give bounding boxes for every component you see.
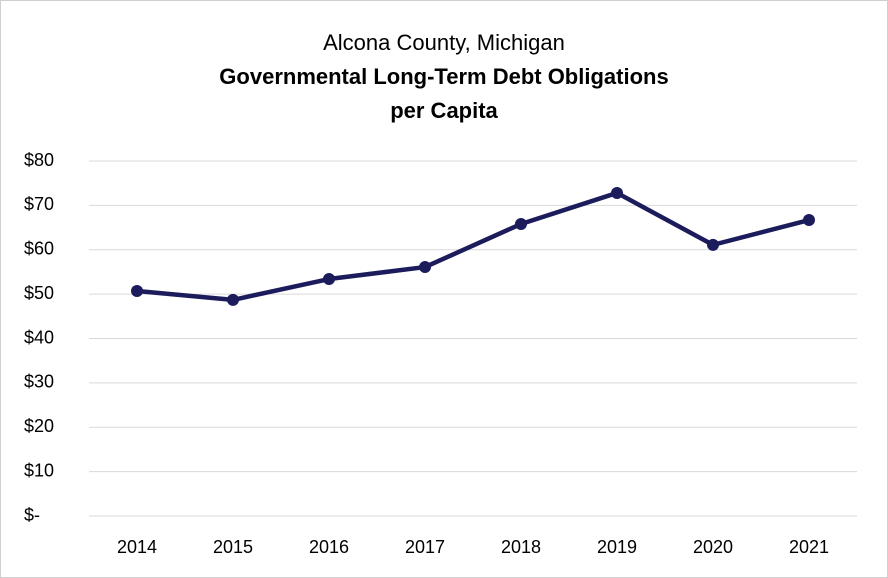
y-tick-label: $60 (24, 239, 54, 259)
marker (803, 214, 815, 227)
chart-title: per Capita (390, 98, 498, 123)
marker (419, 261, 431, 274)
x-tick-label: 2014 (117, 537, 157, 557)
chart-subtitle: Alcona County, Michigan (323, 30, 565, 55)
y-tick-label: $- (24, 505, 40, 525)
marker (515, 218, 527, 231)
marker (707, 238, 719, 251)
line (136, 190, 810, 303)
x-tick-label: 2015 (213, 537, 253, 557)
x-tick-label: 2020 (693, 537, 733, 557)
y-tick-label: $80 (24, 150, 54, 170)
y-tick-label: $50 (24, 283, 54, 303)
y-tick-label: $30 (24, 372, 54, 392)
x-tick-label: 2017 (405, 537, 445, 557)
y-tick-label: $40 (24, 327, 54, 347)
marker (227, 293, 239, 306)
chart-title: Governmental Long-Term Debt Obligations (219, 64, 668, 89)
x-tick-label: 2021 (789, 537, 829, 557)
x-tick-label: 2016 (309, 537, 349, 557)
x-tick-label: 2019 (597, 537, 637, 557)
marker (323, 273, 335, 286)
marker (611, 186, 623, 199)
marker (131, 285, 143, 298)
y-tick-label: $10 (24, 460, 54, 480)
y-tick-label: $20 (24, 416, 54, 436)
y-tick-label: $70 (24, 194, 54, 214)
x-tick-label: 2018 (501, 537, 541, 557)
